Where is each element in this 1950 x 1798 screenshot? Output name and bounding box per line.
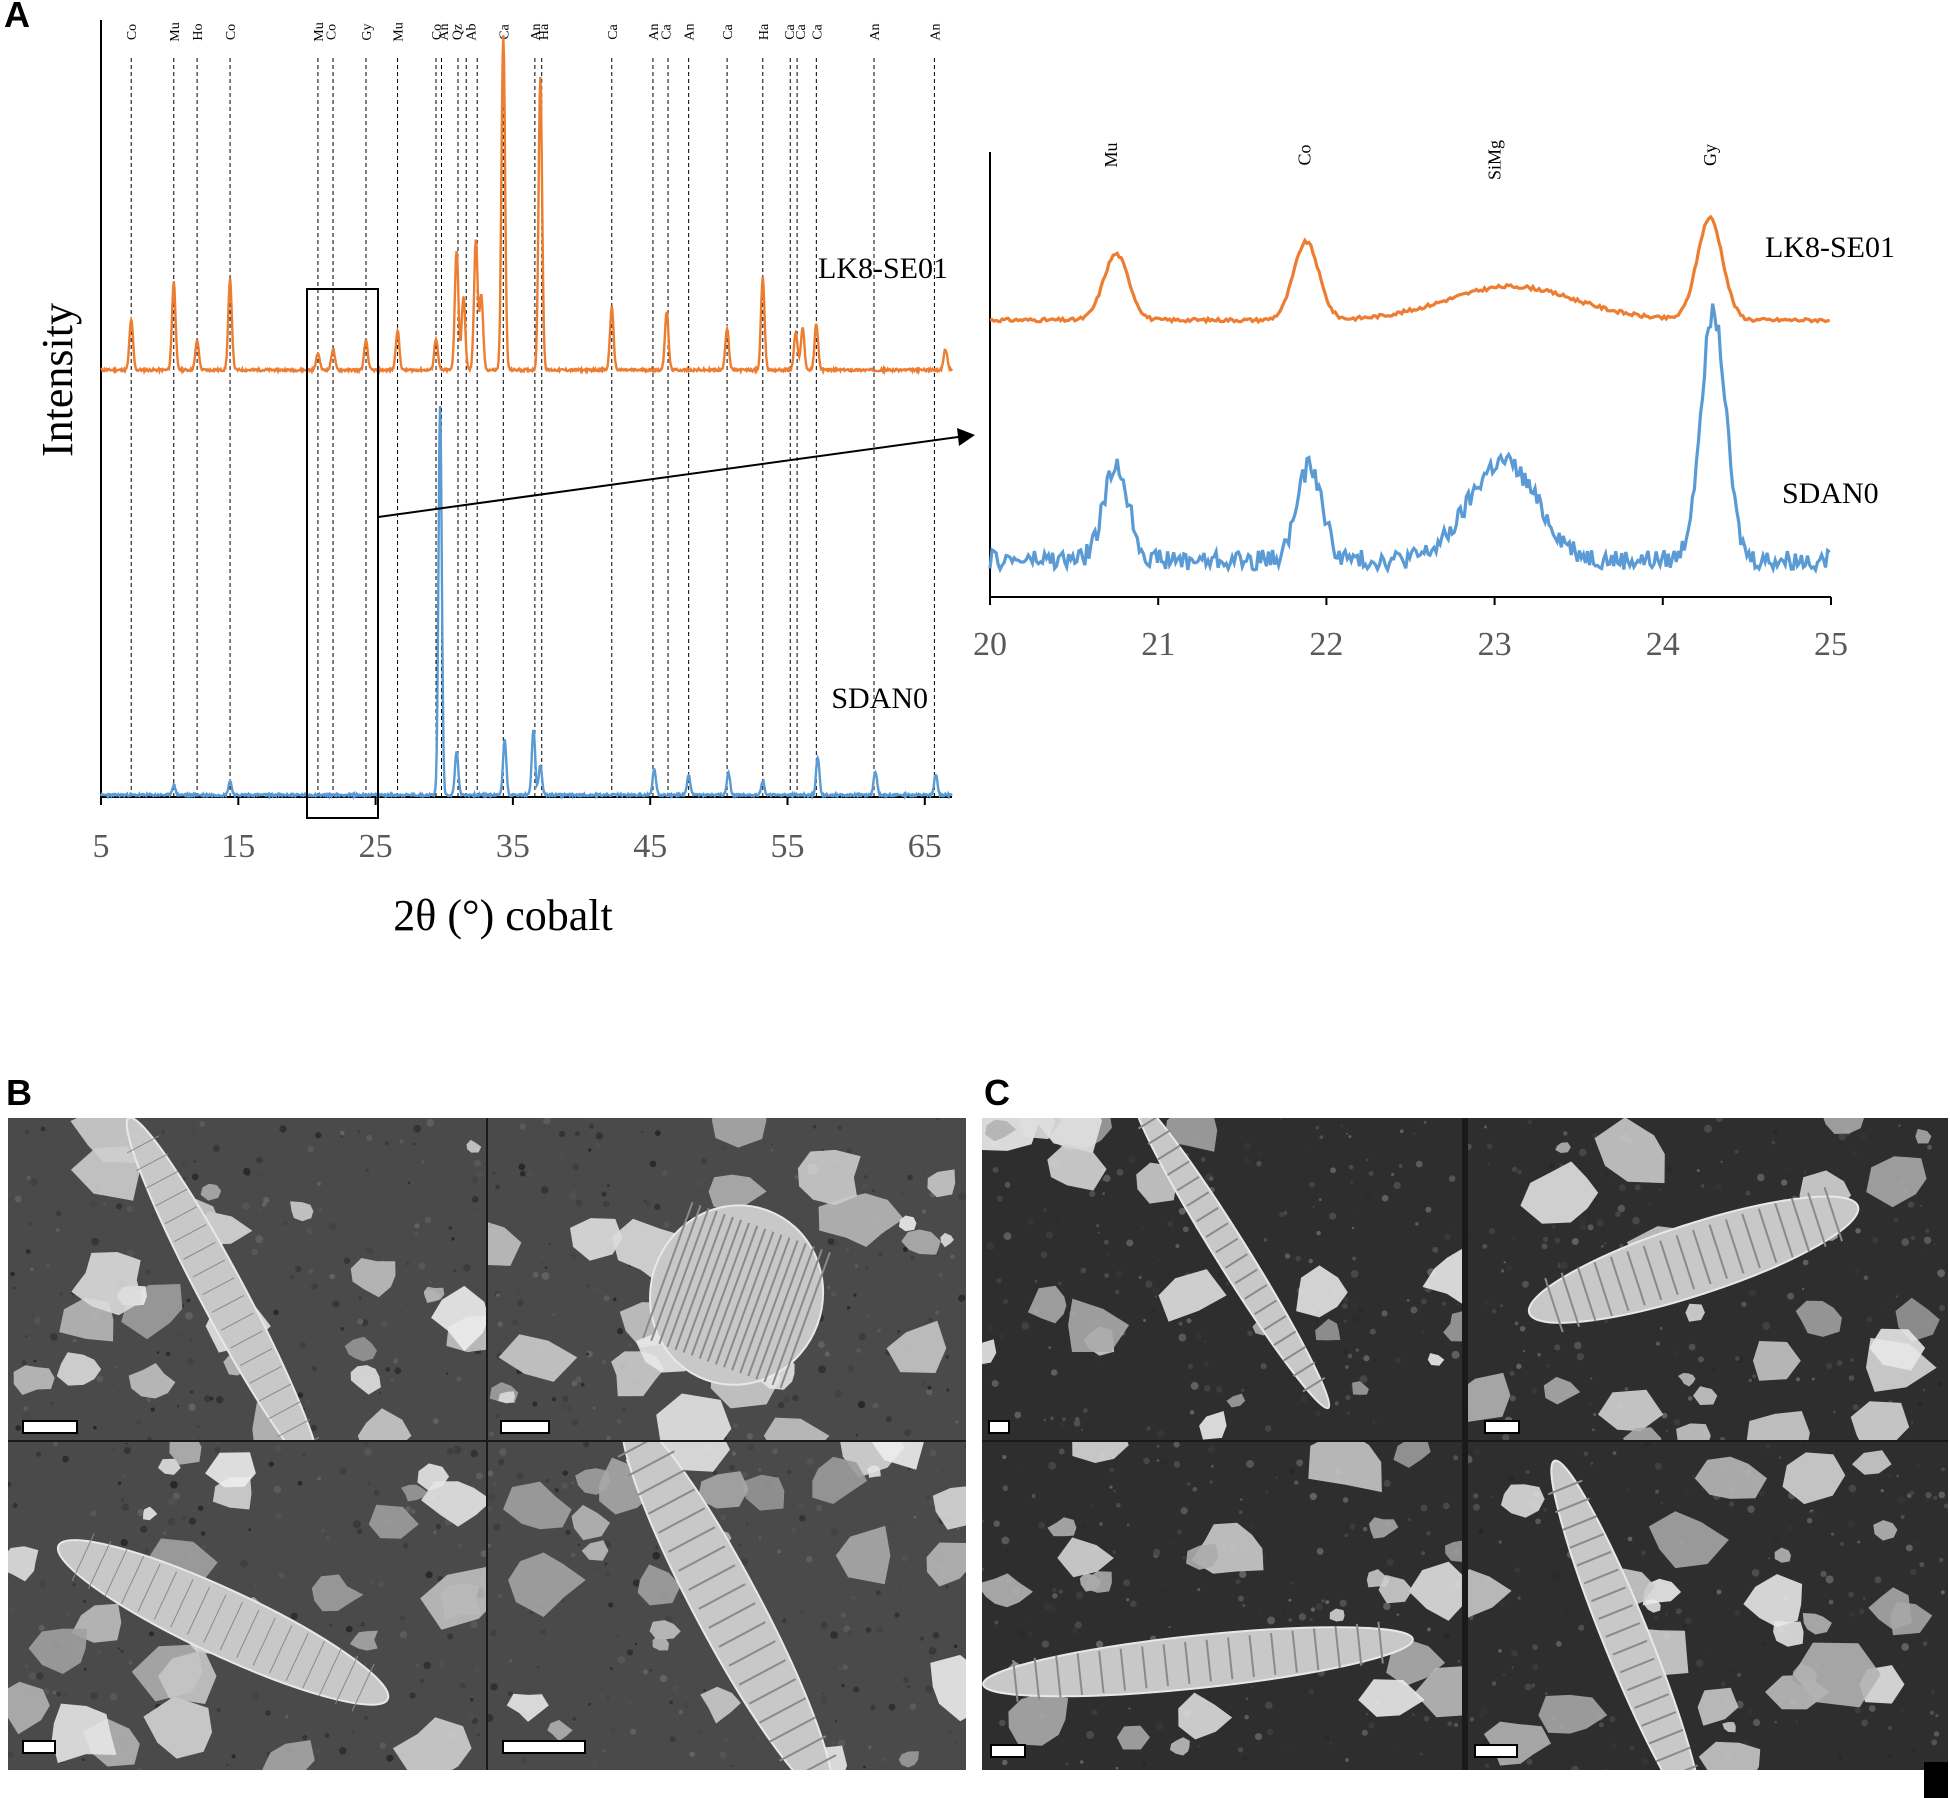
phase-label: Ca — [659, 23, 674, 39]
phase-label: Ca — [606, 23, 621, 39]
sem-image-b1 — [8, 1118, 486, 1440]
series-line-lk8-se01 — [100, 35, 954, 376]
phase-label: Ab — [464, 23, 479, 40]
main-x-axis-title: 2θ (°) cobalt — [393, 891, 612, 940]
scale-bar — [1474, 1744, 1518, 1758]
main-label-sdan0: SDAN0 — [831, 682, 928, 715]
scale-bar — [22, 1420, 78, 1434]
zoom-arrow-head — [957, 428, 975, 446]
x-tick-label: 25 — [359, 828, 393, 865]
sem-image-c3 — [982, 1442, 1462, 1770]
scale-bar — [502, 1740, 586, 1754]
inset-phase-label: Gy — [1700, 144, 1720, 166]
sem-image-b3 — [8, 1442, 486, 1770]
phase-label: Mu — [168, 22, 183, 41]
inset-phase-label: Mu — [1101, 142, 1121, 167]
phase-label: Ha — [537, 23, 552, 40]
phase-label: An — [647, 23, 662, 40]
inset-series-line-lk8-se01 — [989, 214, 1830, 325]
inset-series-line-sdan0 — [988, 303, 1831, 575]
inset-x-tick-label: 25 — [1814, 626, 1848, 663]
scale-bar — [1484, 1420, 1520, 1434]
scale-bar — [22, 1740, 56, 1754]
phase-label: Co — [324, 24, 339, 40]
x-tick-label: 45 — [633, 828, 667, 865]
inset-phase-label: SiMg — [1485, 140, 1505, 180]
inset-x-tick-label: 22 — [1309, 626, 1343, 663]
phase-label: Ca — [810, 23, 825, 39]
zoom-arrow — [377, 436, 959, 518]
scale-bar — [990, 1744, 1026, 1758]
scale-bar — [988, 1420, 1010, 1434]
sem-image-b2 — [488, 1118, 966, 1440]
phase-label: Ca — [497, 23, 512, 39]
scale-bar — [500, 1420, 550, 1434]
phase-label: Gy — [360, 23, 375, 40]
phase-label: Ha — [757, 23, 772, 40]
panel-label-b: B — [6, 1072, 32, 1113]
phase-label: Co — [430, 24, 445, 40]
x-tick-label: 35 — [496, 828, 530, 865]
phase-label: Ca — [721, 23, 736, 39]
panel-label-c: C — [984, 1072, 1010, 1113]
phase-label: Qz — [451, 24, 466, 40]
x-tick-label: 5 — [93, 828, 110, 865]
inset-x-tick-label: 23 — [1478, 626, 1512, 663]
panel-label-a: A — [4, 0, 30, 35]
sem-grid-c — [982, 1118, 1948, 1770]
phase-label: Mu — [312, 22, 327, 41]
corner-marker — [1924, 1762, 1948, 1798]
phase-label: Mu — [392, 22, 407, 41]
inset-label-lk8-se01: LK8-SE01 — [1765, 231, 1895, 264]
inset-x-tick-label: 20 — [973, 626, 1007, 663]
phase-label: Ho — [191, 23, 206, 40]
sem-image-c2 — [1468, 1118, 1948, 1440]
phase-label: Co — [125, 24, 140, 40]
phase-label: Ca — [794, 23, 809, 39]
inset-x-tick-label: 21 — [1141, 626, 1175, 663]
series-line-sdan0 — [99, 405, 953, 801]
phase-label: An — [529, 23, 544, 40]
main-y-axis-title: Intensity — [33, 303, 82, 457]
phase-label: Co — [224, 24, 239, 40]
sem-image-c1 — [982, 1118, 1462, 1440]
main-label-lk8-se01: LK8-SE01 — [818, 252, 948, 285]
inset-label-sdan0: SDAN0 — [1782, 477, 1879, 510]
sem-grid-b — [8, 1118, 966, 1770]
phase-label: An — [868, 23, 883, 40]
x-tick-label: 65 — [908, 828, 942, 865]
inset-phase-label: Co — [1295, 144, 1315, 165]
phase-label: An — [928, 23, 943, 40]
sem-image-c4 — [1468, 1442, 1948, 1770]
phase-label: An — [683, 23, 698, 40]
x-tick-label: 15 — [221, 828, 255, 865]
x-tick-label: 55 — [771, 828, 805, 865]
phase-label: Ca — [783, 23, 798, 39]
sem-image-b4 — [488, 1442, 966, 1770]
inset-x-tick-label: 24 — [1646, 626, 1680, 663]
zoom-box — [306, 288, 379, 819]
phase-label: An — [437, 23, 452, 40]
